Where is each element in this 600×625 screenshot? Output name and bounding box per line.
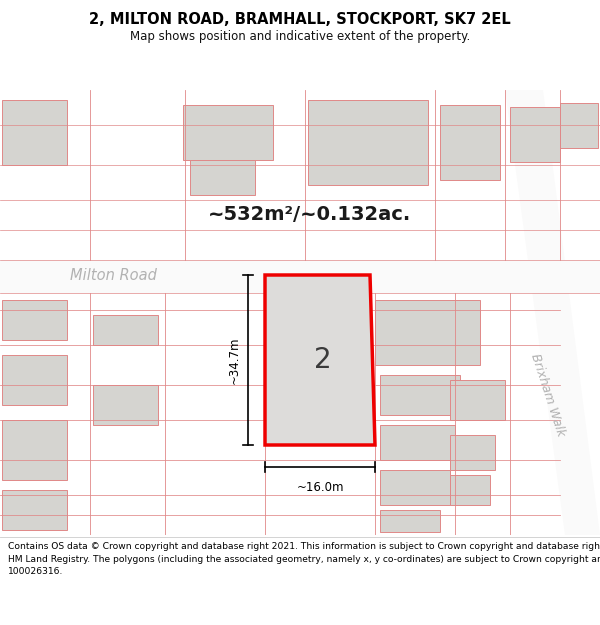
Text: ~16.0m: ~16.0m [296, 481, 344, 494]
Bar [0, 260, 600, 293]
Bar [380, 510, 440, 532]
Bar [2, 420, 67, 480]
Text: Contains OS data © Crown copyright and database right 2021. This information is : Contains OS data © Crown copyright and d… [8, 542, 600, 576]
Bar [2, 300, 67, 340]
Bar [2, 100, 67, 165]
Bar [440, 105, 500, 180]
Bar [93, 385, 158, 425]
Bar [450, 435, 495, 470]
Bar [450, 380, 505, 420]
Bar [380, 425, 455, 460]
Bar [183, 105, 273, 160]
Bar [380, 375, 460, 415]
Bar [375, 300, 480, 365]
Text: ~34.7m: ~34.7m [227, 336, 241, 384]
Bar [2, 355, 67, 405]
Text: 2: 2 [314, 346, 331, 374]
Polygon shape [505, 90, 600, 535]
Bar [450, 475, 490, 505]
Bar [2, 490, 67, 530]
Bar [510, 107, 560, 162]
Bar [190, 160, 255, 195]
Text: Brixham Walk: Brixham Walk [529, 352, 568, 438]
Bar [93, 315, 158, 345]
Text: ~532m²/~0.132ac.: ~532m²/~0.132ac. [208, 206, 412, 224]
Text: Milton Road: Milton Road [70, 269, 157, 284]
Bar [380, 470, 450, 505]
Polygon shape [265, 275, 375, 445]
Text: 2, MILTON ROAD, BRAMHALL, STOCKPORT, SK7 2EL: 2, MILTON ROAD, BRAMHALL, STOCKPORT, SK7… [89, 12, 511, 27]
Bar [560, 103, 598, 148]
Text: Map shows position and indicative extent of the property.: Map shows position and indicative extent… [130, 30, 470, 43]
Bar [308, 100, 428, 185]
